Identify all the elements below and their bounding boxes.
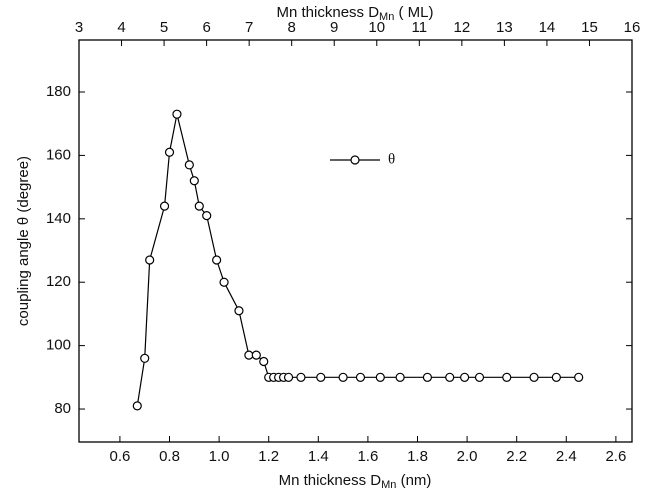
- x2-tick-label: 13: [496, 19, 513, 36]
- x-label-unit: (nm): [396, 472, 431, 489]
- x2-axis-label: Mn thickness DMn ( ML): [277, 4, 434, 23]
- plot-frame: [78, 39, 633, 443]
- x2-tick-label: 16: [624, 19, 641, 36]
- x-tick-label: 0.8: [159, 448, 180, 465]
- data-point: [355, 372, 366, 382]
- data-point: [259, 356, 269, 367]
- x2-label-sub: Mn: [379, 11, 394, 23]
- x2-tick-label: 12: [454, 19, 471, 36]
- x2-tick-label: 14: [539, 19, 556, 36]
- y-tick-label: 160: [46, 146, 71, 163]
- data-point: [551, 372, 561, 382]
- x2-tick-label: 8: [288, 19, 296, 36]
- x2-tick-label: 4: [117, 19, 125, 36]
- x2-tick-label: 9: [330, 19, 338, 36]
- data-point: [375, 372, 385, 382]
- x-tick-label: 1.0: [209, 448, 230, 465]
- data-point: [283, 372, 294, 382]
- x-tick-label: 2.6: [605, 448, 626, 465]
- x-label-main: Mn thickness D: [279, 472, 382, 489]
- data-point: [445, 372, 455, 382]
- x-tick-label: 1.4: [308, 448, 329, 465]
- data-point: [145, 255, 155, 265]
- x2-tick-label: 6: [202, 19, 210, 36]
- data-point: [244, 350, 254, 360]
- data-point: [184, 160, 194, 170]
- data-point: [140, 353, 150, 363]
- y-axis-label: coupling angle θ (degree): [15, 156, 32, 326]
- data-point: [474, 372, 485, 382]
- data-point: [422, 372, 433, 382]
- data-point: [159, 201, 170, 211]
- data-point: [132, 401, 142, 411]
- y-tick-label: 120: [46, 273, 71, 290]
- x-tick-label: 1.6: [357, 448, 378, 465]
- x-label-sub: Mn: [381, 479, 396, 491]
- y-tick-label: 140: [46, 210, 71, 227]
- x-tick-label: 2.2: [506, 448, 527, 465]
- data-point: [234, 306, 244, 316]
- legend-marker: [350, 155, 360, 165]
- data-point: [316, 372, 326, 382]
- x2-label-unit: ( ML): [394, 4, 433, 21]
- x-tick-label: 2.4: [556, 448, 577, 465]
- data-point: [251, 350, 261, 360]
- x-tick-label: 1.2: [258, 448, 279, 465]
- x2-tick-label: 15: [581, 19, 598, 36]
- data-point: [502, 372, 512, 382]
- data-point: [296, 372, 306, 382]
- data-point: [164, 147, 175, 157]
- x-tick-label: 2.0: [457, 448, 478, 465]
- data-point: [395, 372, 405, 382]
- x-tick-label: 0.6: [109, 448, 130, 465]
- y-tick-label: 100: [46, 337, 71, 354]
- x2-tick-label: 10: [368, 19, 385, 36]
- data-point: [172, 109, 182, 119]
- x2-tick-label: 3: [75, 19, 83, 36]
- data-point: [338, 372, 348, 382]
- x2-tick-label: 7: [245, 19, 253, 36]
- data-point: [194, 201, 204, 211]
- legend-label: θ: [388, 151, 395, 167]
- y-tick-label: 180: [46, 83, 71, 100]
- x2-tick-label: 5: [160, 19, 168, 36]
- y-tick-label: 80: [54, 400, 71, 417]
- data-point: [219, 277, 229, 287]
- data-point: [202, 211, 212, 221]
- data-point: [460, 372, 470, 382]
- x-tick-label: 1.8: [407, 448, 428, 465]
- data-point: [189, 176, 199, 186]
- data-point: [212, 255, 222, 265]
- data-point: [529, 372, 539, 382]
- x2-label-main: Mn thickness D: [277, 4, 380, 21]
- x2-tick-label: 11: [412, 19, 428, 36]
- x-axis-label: Mn thickness DMn (nm): [279, 472, 432, 491]
- data-point: [574, 372, 584, 382]
